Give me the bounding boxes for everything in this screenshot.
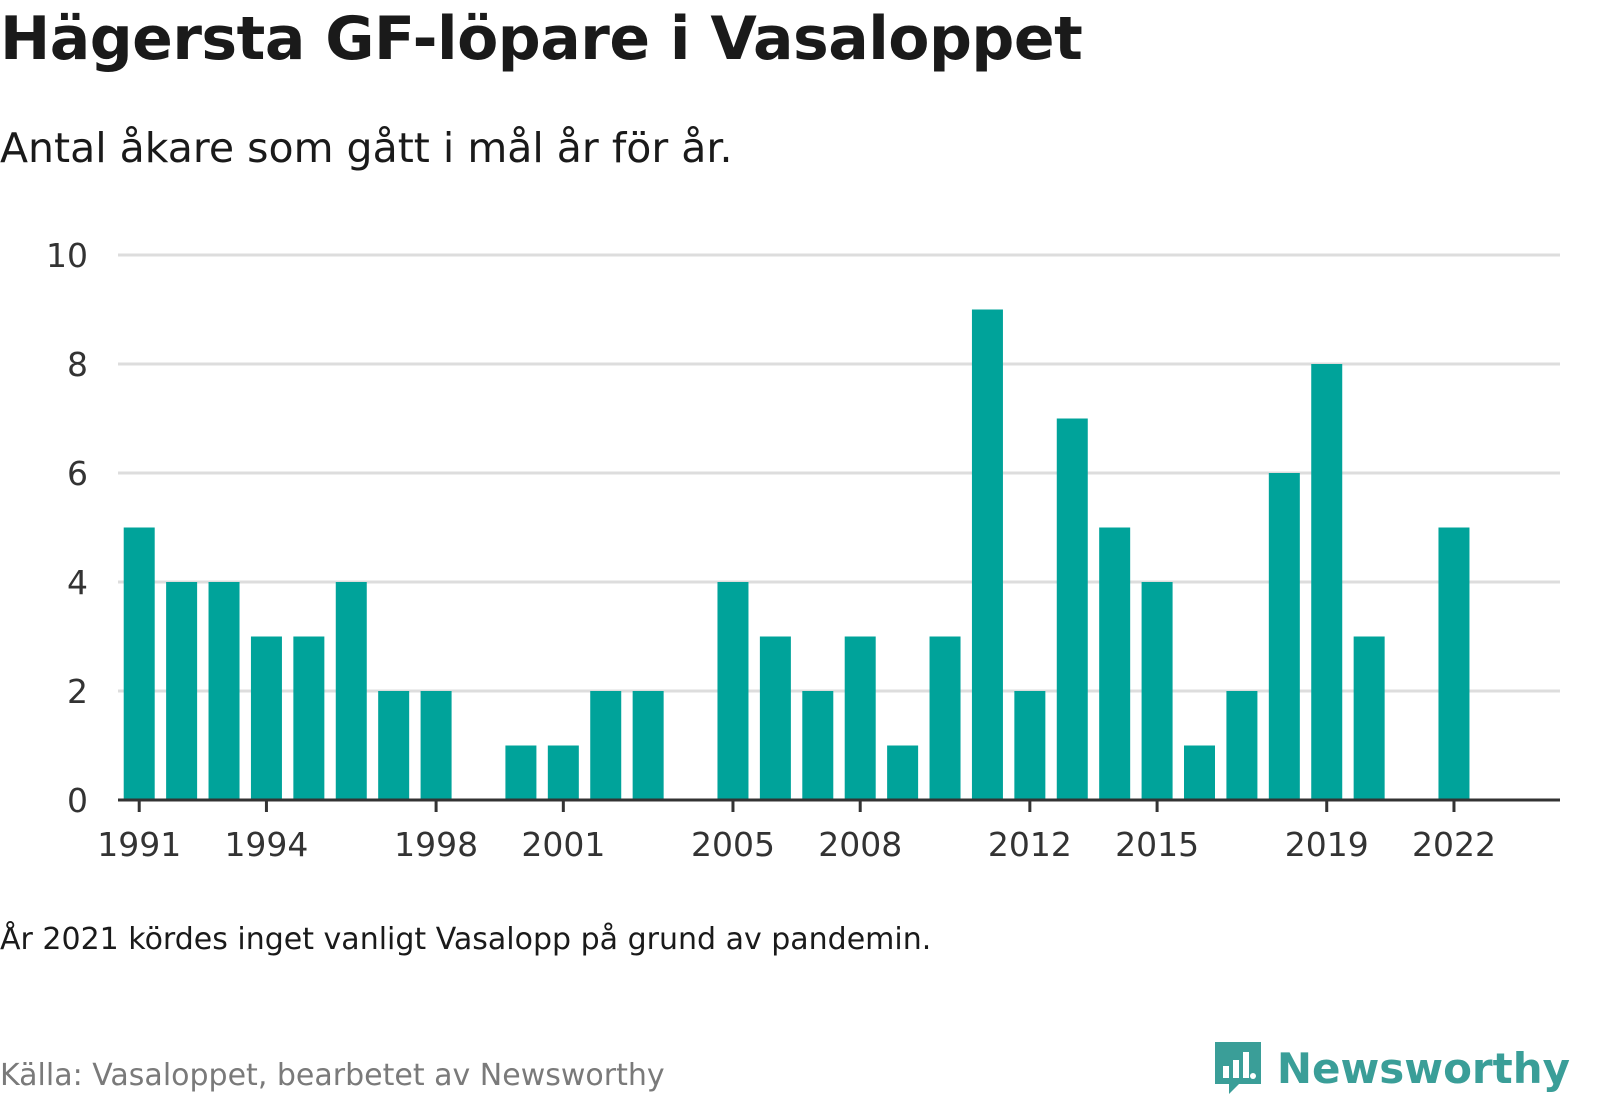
grid-lines xyxy=(118,253,1560,693)
bar-2001 xyxy=(547,745,579,800)
bar-2008 xyxy=(844,636,876,800)
bar-1993 xyxy=(208,582,240,800)
brand-name: Newsworthy xyxy=(1276,1043,1570,1093)
bar-1994 xyxy=(250,636,282,800)
bar-2003 xyxy=(632,691,664,800)
x-tick-label: 2012 xyxy=(988,825,1072,864)
x-tick-label: 1994 xyxy=(224,825,308,864)
bar-chart: 0 2 4 6 8 10 1991 1994 1998 2001 2005 2008 2012 2015… xyxy=(46,236,1560,864)
x-tick-label: 2001 xyxy=(521,825,605,864)
x-axis: 1991 1994 1998 2001 2005 2008 2012 2015 2019 2022 xyxy=(97,798,1560,864)
bar-2009 xyxy=(887,745,919,800)
bar-2010 xyxy=(929,636,961,800)
x-tick-label: 1998 xyxy=(394,825,478,864)
chart-note: År 2021 kördes inget vanligt Vasalopp på… xyxy=(0,922,932,957)
bar-1992 xyxy=(166,582,198,800)
y-tick-label: 8 xyxy=(67,345,88,384)
x-tick-label: 2008 xyxy=(818,825,902,864)
bar-2005 xyxy=(717,582,749,800)
bar-2018 xyxy=(1268,473,1300,800)
y-tick-label: 4 xyxy=(67,563,88,602)
y-tick-label: 2 xyxy=(67,672,88,711)
x-tick-label: 2005 xyxy=(691,825,775,864)
bar-2006 xyxy=(759,636,791,800)
bar-2016 xyxy=(1184,745,1215,800)
brand-logo[interactable]: Newsworthy xyxy=(1213,1040,1570,1096)
bar-2002 xyxy=(590,691,622,800)
bar-1998 xyxy=(420,691,452,800)
bar-2000 xyxy=(505,745,537,800)
x-tick-label: 2015 xyxy=(1115,825,1199,864)
x-tick-label: 1991 xyxy=(97,825,181,864)
bar-2007 xyxy=(802,691,834,800)
y-axis-ticks: 0 2 4 6 8 10 xyxy=(46,236,88,820)
chart-subtitle: Antal åkare som gått i mål år för år. xyxy=(0,124,733,172)
bar-2015 xyxy=(1141,582,1173,800)
bar-2011 xyxy=(971,309,1003,800)
bar-2012 xyxy=(1014,691,1046,800)
x-tick-label: 2022 xyxy=(1412,825,1496,864)
y-tick-label: 0 xyxy=(67,781,88,820)
bar-1995 xyxy=(293,636,325,800)
bar-2019 xyxy=(1311,364,1343,800)
bar-2022 xyxy=(1438,527,1470,800)
bars xyxy=(123,309,1470,800)
bar-2017 xyxy=(1226,691,1258,800)
bar-2013 xyxy=(1056,418,1088,800)
y-tick-label: 6 xyxy=(67,454,88,493)
bar-1996 xyxy=(335,582,367,800)
chart-title: Hägersta GF-löpare i Vasaloppet xyxy=(0,4,1083,74)
x-tick-label: 2019 xyxy=(1285,825,1369,864)
bar-2020 xyxy=(1353,636,1385,800)
bar-1997 xyxy=(378,691,410,800)
y-tick-label: 10 xyxy=(46,236,88,275)
bar-1991 xyxy=(123,527,155,800)
bar-2014 xyxy=(1099,527,1131,800)
newsworthy-logo-icon xyxy=(1214,1042,1261,1094)
source-credit: Källa: Vasaloppet, bearbetet av Newswort… xyxy=(0,1058,665,1093)
